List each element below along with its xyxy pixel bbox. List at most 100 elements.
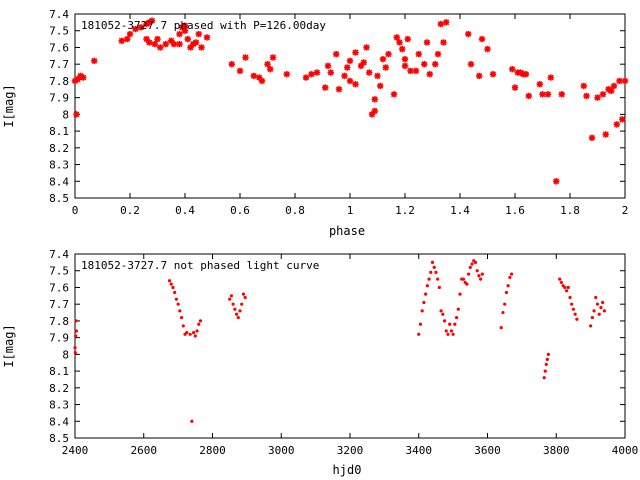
data-point: [74, 76, 81, 83]
data-point: [393, 34, 400, 41]
y-tick-label: 8: [62, 108, 69, 121]
data-point: [341, 72, 348, 80]
x-tick-label: 3600: [474, 444, 501, 457]
data-point: [508, 275, 512, 280]
data-point: [169, 282, 173, 286]
chart-title: 181052-3727.7 not phased light curve: [81, 259, 319, 272]
data-point: [324, 62, 332, 70]
data-point: [146, 39, 153, 46]
data-point: [613, 121, 620, 128]
data-point: [269, 54, 277, 61]
data-point: [568, 295, 572, 300]
data-point: [588, 134, 596, 141]
data-point: [401, 55, 409, 63]
data-point: [434, 50, 442, 58]
y-tick-label: 7.6: [49, 281, 69, 294]
data-point: [539, 91, 546, 98]
data-point: [446, 332, 450, 336]
data-point: [570, 302, 574, 306]
data-point: [231, 302, 235, 306]
data-point: [473, 260, 478, 264]
data-point: [564, 289, 569, 293]
data-point: [250, 72, 257, 80]
data-point: [73, 111, 80, 118]
data-point: [371, 96, 378, 103]
data-point: [404, 35, 411, 43]
data-point: [602, 309, 606, 313]
x-tick-label: 1.4: [450, 204, 470, 217]
data-point: [525, 92, 532, 100]
data-point: [171, 285, 175, 290]
data-point: [595, 302, 600, 306]
y-tick-label: 7.5: [49, 25, 69, 38]
data-point: [437, 20, 444, 28]
data-point: [468, 265, 472, 269]
data-point: [479, 277, 483, 281]
data-point: [162, 40, 169, 48]
x-axis-label: hjd0: [333, 463, 362, 477]
data-point: [185, 331, 189, 335]
data-point: [346, 57, 354, 65]
data-point: [195, 329, 199, 333]
data-point: [264, 60, 271, 68]
data-point: [506, 284, 510, 288]
data-point: [242, 54, 249, 61]
data-point: [575, 317, 579, 321]
data-point: [243, 295, 247, 300]
data-point: [344, 64, 351, 71]
data-point: [599, 91, 607, 98]
data-point: [195, 30, 202, 38]
data-point: [437, 285, 441, 290]
data-point: [436, 277, 440, 281]
data-point: [547, 74, 554, 81]
data-point: [465, 30, 472, 38]
y-tick-label: 7.4: [49, 248, 69, 261]
y-tick-label: 7.8: [49, 75, 69, 88]
data-point: [590, 315, 594, 320]
y-tick-label: 8: [62, 348, 69, 361]
data-point: [430, 260, 435, 264]
y-tick-label: 8.3: [49, 399, 69, 412]
data-point: [451, 332, 455, 336]
data-point: [118, 37, 125, 44]
y-tick-label: 8.2: [49, 142, 69, 155]
data-point: [74, 334, 78, 338]
x-tick-label: 1.2: [395, 204, 415, 217]
x-tick-label: 2: [622, 204, 629, 217]
data-point: [234, 312, 239, 316]
data-point: [503, 302, 507, 306]
data-point: [476, 72, 483, 80]
data-point: [238, 309, 242, 313]
data-point: [267, 66, 274, 73]
x-tick-label: 3800: [543, 444, 570, 457]
data-point: [563, 285, 567, 290]
data-point: [425, 284, 429, 288]
data-point: [589, 324, 593, 328]
data-point: [542, 376, 546, 380]
data-point: [137, 24, 145, 31]
data-point: [424, 292, 428, 296]
data-point: [478, 35, 486, 43]
data-point: [504, 290, 509, 295]
plot-frame: [74, 253, 626, 439]
data-point: [179, 315, 184, 320]
data-point: [181, 27, 189, 34]
data-point: [545, 357, 549, 361]
data-point: [176, 302, 180, 306]
data-point: [198, 319, 203, 323]
data-point: [558, 91, 565, 98]
data-point: [197, 322, 201, 326]
x-tick-label: 0.6: [230, 204, 250, 217]
y-tick-label: 8.3: [49, 159, 69, 172]
data-point: [379, 55, 387, 63]
y-tick-label: 8.2: [49, 382, 69, 395]
data-point: [190, 419, 194, 423]
data-point: [335, 86, 343, 93]
x-tick-label: 0: [72, 204, 79, 217]
data-point: [407, 67, 414, 75]
data-point: [333, 50, 340, 58]
data-point: [573, 312, 577, 316]
data-point: [233, 307, 237, 311]
x-tick-label: 2400: [62, 444, 89, 457]
data-point: [580, 82, 587, 90]
